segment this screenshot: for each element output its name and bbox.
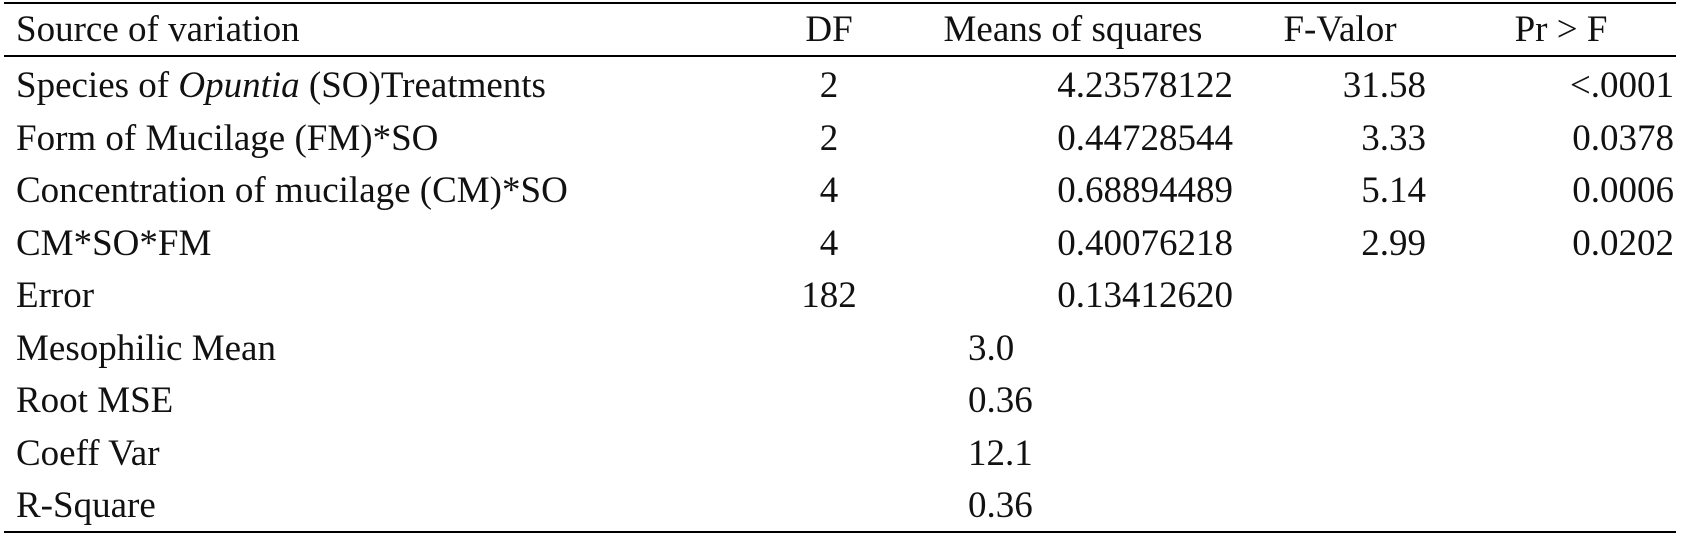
header-cell: DF bbox=[805, 9, 853, 50]
cell-value: 2.99 bbox=[1361, 222, 1426, 264]
header-cell: Source of variation bbox=[16, 9, 300, 50]
row-label: Root MSE bbox=[16, 380, 174, 421]
cell-value: 0.68894489 bbox=[1057, 170, 1233, 211]
cell-value: 4 bbox=[819, 170, 839, 211]
cell-value: 0.40076218 bbox=[1057, 222, 1233, 264]
cell-value: 2 bbox=[819, 117, 839, 159]
cell-value: 0.36 bbox=[968, 485, 1033, 526]
row-label: Error bbox=[16, 275, 95, 316]
cell-value: 182 bbox=[801, 275, 857, 316]
header-cell: Means of squares bbox=[943, 9, 1203, 50]
row-label: Form of Mucilage (FM)*SO bbox=[16, 117, 439, 159]
top-rule bbox=[4, 2, 1676, 4]
cell-value: 12.1 bbox=[968, 432, 1033, 474]
header-cell: Pr > F bbox=[1514, 9, 1608, 50]
text-run: Species of bbox=[16, 65, 179, 106]
cell-value: 0.13412620 bbox=[1057, 275, 1233, 316]
cell-value: 0.36 bbox=[968, 380, 1033, 421]
cell-value: 0.44728544 bbox=[1057, 117, 1233, 159]
cell-value: 3.33 bbox=[1361, 117, 1426, 159]
cell-value: 0.0006 bbox=[1572, 170, 1674, 211]
cell-value: 0.0202 bbox=[1572, 222, 1674, 264]
header-cell: F-Valor bbox=[1283, 9, 1397, 50]
row-label: R-Square bbox=[16, 485, 156, 526]
cell-value: 4.23578122 bbox=[1057, 65, 1233, 106]
row-label: Mesophilic Mean bbox=[16, 327, 276, 369]
row-label: Concentration of mucilage (CM)*SO bbox=[16, 170, 568, 211]
row-label: Coeff Var bbox=[16, 432, 160, 474]
cell-value: 3.0 bbox=[968, 327, 1015, 369]
text-run: (SO)Treatments bbox=[299, 65, 546, 106]
cell-value: 31.58 bbox=[1342, 65, 1426, 106]
cell-value: 0.0378 bbox=[1572, 117, 1674, 159]
row-label: CM*SO*FM bbox=[16, 222, 212, 264]
row-label: Species of Opuntia (SO)Treatments bbox=[16, 66, 546, 106]
header-rule bbox=[4, 55, 1676, 57]
bottom-rule bbox=[4, 531, 1676, 533]
text-run: Opuntia bbox=[178, 65, 300, 106]
cell-value: <.0001 bbox=[1569, 65, 1674, 106]
cell-value: 5.14 bbox=[1361, 170, 1426, 211]
cell-value: 4 bbox=[819, 222, 839, 264]
cell-value: 2 bbox=[819, 65, 839, 106]
